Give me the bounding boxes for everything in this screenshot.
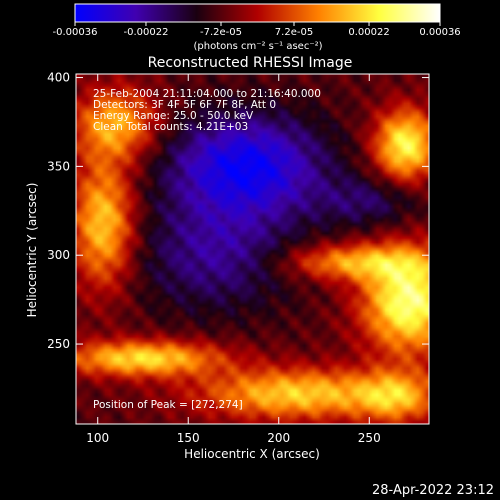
x-axis-label: Heliocentric X (arcsec) — [184, 447, 320, 461]
y-tick-label: 250 — [47, 337, 70, 351]
x-tick-label: 100 — [86, 431, 109, 445]
x-tick-label: 250 — [358, 431, 381, 445]
y-axis: 250 300 350 400 Heliocentric Y (arcsec) — [25, 71, 70, 351]
y-axis-ticks — [76, 77, 429, 345]
colorbar-tick-label: 0.00036 — [419, 27, 460, 38]
annotation-counts: Clean Total counts: 4.21E+03 — [93, 121, 248, 133]
colorbar-tick-label: 7.2e-05 — [275, 27, 313, 38]
annotation-time-range: 25-Feb-2004 21:11:04.000 to 21:16:40.000 — [93, 88, 321, 100]
colorbar-gradient — [74, 3, 441, 23]
annotations: 25-Feb-2004 21:11:04.000 to 21:16:40.000… — [93, 88, 321, 411]
colorbar-tick-label: -7.2e-05 — [200, 27, 242, 38]
annotation-energy-range: Energy Range: 25.0 - 50.0 keV — [93, 110, 254, 122]
colorbar-units-label: (photons cm⁻² s⁻¹ asec⁻²) — [193, 41, 322, 52]
colorbar: -0.00036 -0.00022 -7.2e-05 7.2e-05 0.000… — [53, 3, 461, 52]
x-tick-label: 200 — [267, 431, 290, 445]
y-tick-label: 350 — [47, 159, 70, 173]
heatmap-image — [76, 74, 429, 424]
colorbar-tick-label: 0.00022 — [348, 27, 389, 38]
y-tick-label: 300 — [47, 248, 70, 262]
chart-title: Reconstructed RHESSI Image — [148, 55, 353, 71]
plot-area — [75, 73, 430, 425]
x-tick-label: 150 — [177, 431, 200, 445]
colorbar-ticks — [74, 22, 441, 26]
y-tick-label: 400 — [47, 71, 70, 85]
x-axis: 100 150 200 250 Heliocentric X (arcsec) — [86, 431, 380, 461]
annotation-peak-position: Position of Peak = [272,274] — [93, 399, 243, 411]
footer-timestamp: 28-Apr-2022 23:12 — [372, 483, 494, 498]
colorbar-tick-label: -0.00022 — [123, 27, 168, 38]
y-axis-label: Heliocentric Y (arcsec) — [25, 183, 39, 318]
annotation-detectors: Detectors: 3F 4F 5F 6F 7F 8F, Att 0 — [93, 99, 276, 111]
x-axis-ticks — [97, 74, 370, 424]
plot-frame — [75, 73, 430, 425]
colorbar-tick-label: -0.00036 — [53, 27, 98, 38]
